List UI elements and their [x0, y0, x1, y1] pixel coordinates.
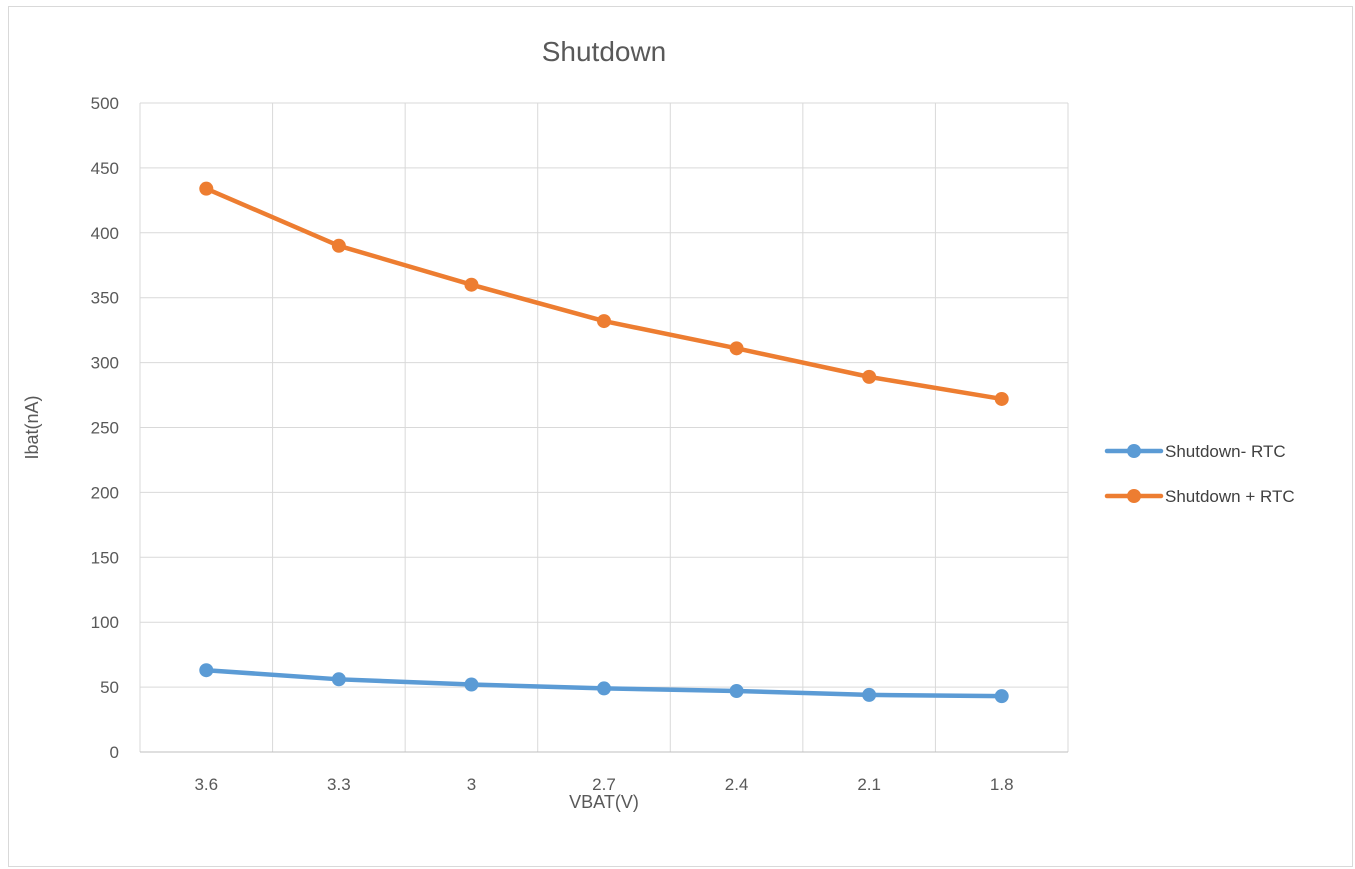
legend-label: Shutdown- RTC: [1165, 442, 1286, 461]
line-chart: Shutdown 0 50 100 150 200 250 300 350 400 450 500 3…: [22, 36, 1295, 812]
y-tick-label: 250: [91, 419, 119, 438]
x-axis-title: VBAT(V): [569, 792, 639, 812]
y-tick-label: 0: [110, 743, 119, 762]
data-point: [862, 369, 877, 384]
y-axis-title: Ibat(nA): [22, 395, 42, 459]
y-tick-label: 450: [91, 159, 119, 178]
data-point: [729, 683, 744, 698]
data-point: [331, 672, 346, 687]
series-1: [199, 663, 1009, 704]
y-tick-label: 300: [91, 354, 119, 373]
x-tick-label: 3.3: [327, 775, 351, 794]
x-tick-label: 3.6: [194, 775, 218, 794]
series-group: [199, 181, 1009, 704]
y-tick-label: 50: [100, 678, 119, 697]
legend-marker: [1127, 444, 1141, 458]
series-line: [204, 186, 1004, 402]
y-tick-label: 100: [91, 613, 119, 632]
y-tick-label: 400: [91, 224, 119, 243]
legend-item: Shutdown + RTC: [1104, 487, 1295, 506]
legend-item: Shutdown- RTC: [1104, 442, 1286, 461]
data-point: [862, 687, 877, 702]
chart-title: Shutdown: [542, 36, 667, 67]
y-tick-label: 150: [91, 548, 119, 567]
legend-label: Shutdown + RTC: [1165, 487, 1295, 506]
y-tick-label: 200: [91, 483, 119, 502]
data-point: [199, 181, 214, 196]
data-point: [597, 681, 611, 696]
data-point: [597, 314, 611, 329]
series-2: [199, 181, 1009, 406]
legend-marker: [1127, 489, 1141, 503]
axes: 0 50 100 150 200 250 300 350 400 450 500 3.6 3.3 3 2.7…: [91, 94, 1068, 794]
data-point: [994, 689, 1009, 704]
grid: [139, 102, 1069, 752]
x-tick-label: 2.7: [592, 775, 616, 794]
x-tick-label: 2.1: [857, 775, 881, 794]
legend: Shutdown- RTC Shutdown + RTC: [1104, 442, 1295, 506]
data-point: [464, 277, 479, 292]
x-tick-label: 1.8: [990, 775, 1014, 794]
data-point: [729, 341, 744, 356]
chart-frame: Shutdown 0 50 100 150 200 250 300 350 400 450 500 3…: [8, 6, 1353, 867]
y-tick-label: 500: [91, 94, 119, 113]
x-tick-label: 3: [467, 775, 476, 794]
y-tick-label: 350: [91, 289, 119, 308]
data-point: [464, 677, 479, 692]
data-point: [331, 238, 346, 253]
data-point: [199, 663, 214, 678]
data-point: [994, 391, 1009, 406]
x-tick-label: 2.4: [725, 775, 749, 794]
